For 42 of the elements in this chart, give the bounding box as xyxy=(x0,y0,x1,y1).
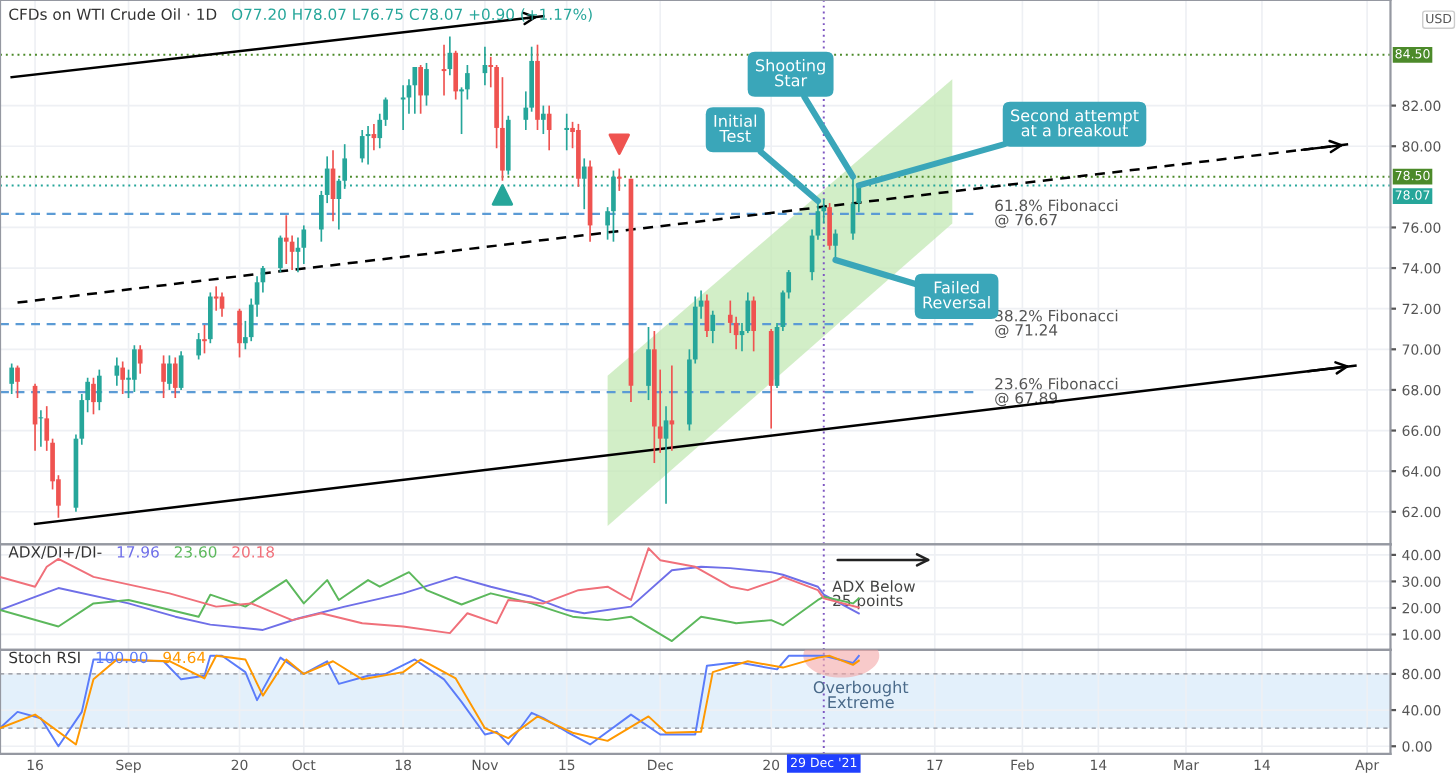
annotation: Initial Test xyxy=(714,114,757,142)
candlestick xyxy=(91,376,96,416)
candlestick xyxy=(96,368,102,412)
candlestick xyxy=(120,360,126,395)
candlestick xyxy=(196,332,201,361)
candlestick xyxy=(283,214,289,265)
annotation: Failed Reversal xyxy=(923,281,990,309)
candlestick xyxy=(541,104,546,135)
candlestick xyxy=(616,167,622,192)
candlestick xyxy=(751,295,756,353)
candlestick xyxy=(137,344,143,375)
candlestick xyxy=(546,104,552,152)
candlestick xyxy=(564,112,570,152)
candlestick xyxy=(359,129,365,164)
annotation: Second attempt at a breakout xyxy=(1011,109,1139,137)
candlestick xyxy=(9,362,15,395)
candlestick xyxy=(710,309,716,345)
line-series xyxy=(0,565,860,631)
line-series xyxy=(0,547,860,635)
candlestick xyxy=(278,234,283,273)
candlestick xyxy=(400,84,406,131)
candlestick xyxy=(827,202,832,251)
candlestick xyxy=(412,66,418,115)
candlestick xyxy=(301,224,307,265)
candlestick xyxy=(418,64,423,115)
candlestick xyxy=(453,49,459,101)
candlestick xyxy=(132,344,137,393)
candlestick xyxy=(202,324,207,355)
annotation: Overbought Extreme xyxy=(813,680,909,709)
candlestick xyxy=(207,291,213,345)
candlestick xyxy=(213,285,219,312)
annotation: Shooting Star xyxy=(755,59,825,87)
candlestick xyxy=(833,228,838,261)
candlestick xyxy=(172,356,178,399)
candlestick xyxy=(424,62,429,107)
candlestick xyxy=(15,364,20,399)
candlestick xyxy=(161,354,166,399)
line-series xyxy=(0,571,860,643)
candlestick xyxy=(646,326,651,401)
candlestick xyxy=(167,354,172,391)
candlestick xyxy=(237,307,242,359)
candlestick xyxy=(581,157,587,211)
